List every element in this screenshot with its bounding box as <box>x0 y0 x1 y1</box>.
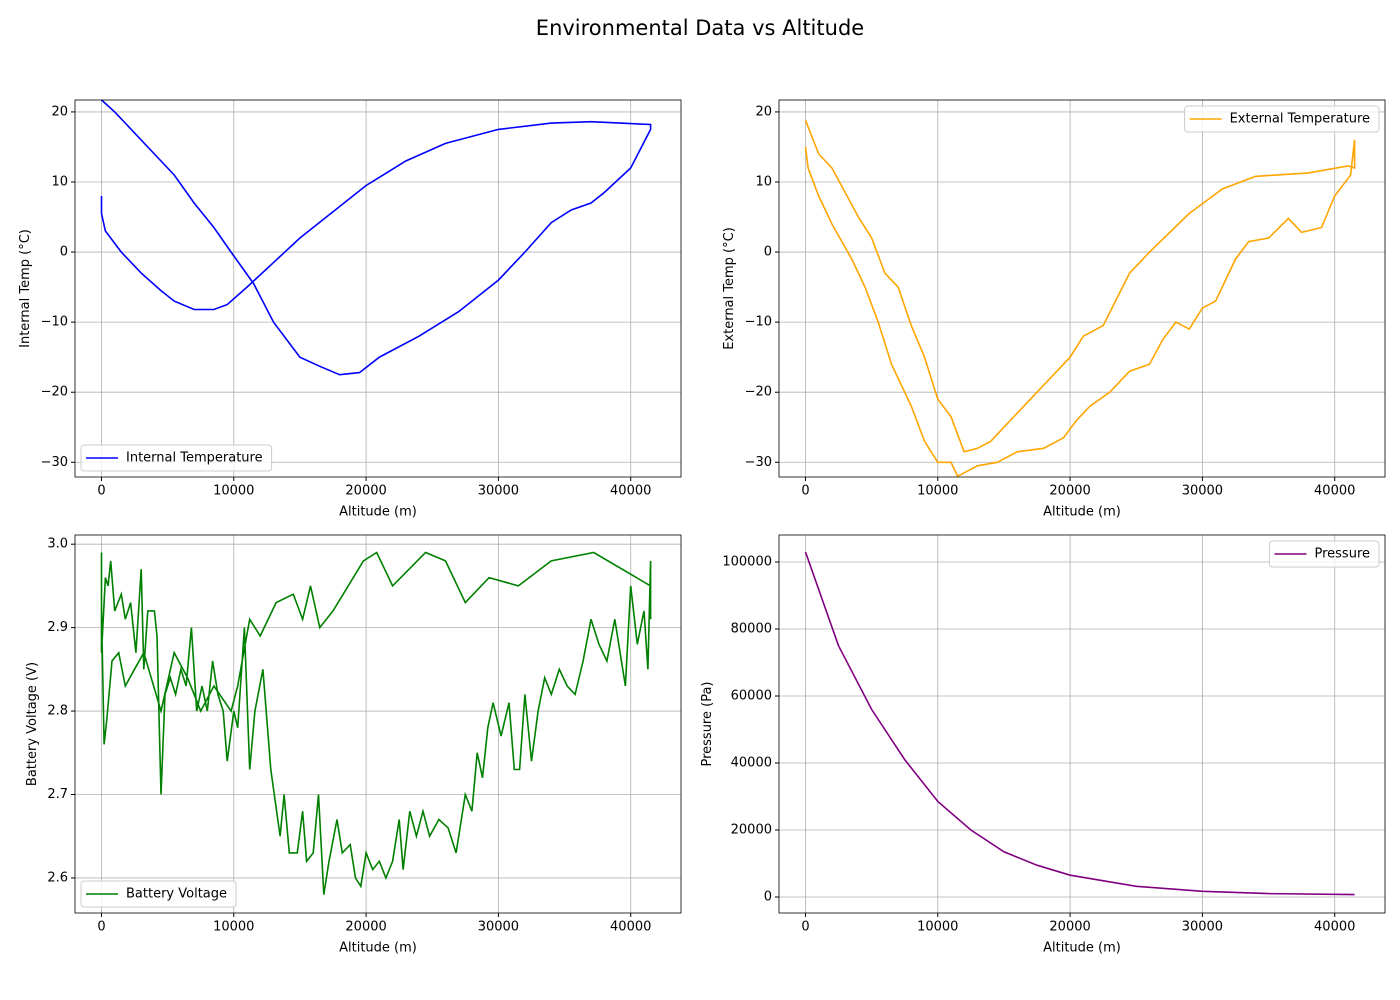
x-tick-label: 20000 <box>345 920 386 935</box>
axes-frame <box>778 534 1386 914</box>
plot-area <box>779 535 1385 913</box>
x-tick-label: 20000 <box>1049 920 1090 935</box>
x-tick-label: 0 <box>801 920 809 935</box>
legend-label: Battery Voltage <box>126 887 227 902</box>
x-tick-label: 0 <box>97 484 105 499</box>
x-axis-label: Altitude (m) <box>339 505 417 520</box>
y-tick-label: 2.7 <box>47 787 68 802</box>
x-axis-label: Altitude (m) <box>1043 505 1121 520</box>
y-tick-label: −10 <box>745 315 772 330</box>
data-line <box>100 551 652 895</box>
x-axis-label: Altitude (m) <box>339 941 417 956</box>
x-tick-label: 40000 <box>610 484 651 499</box>
y-axis-label: External Temp (°C) <box>722 227 737 350</box>
plot-area <box>75 100 681 477</box>
x-axis-label: Altitude (m) <box>1043 941 1121 956</box>
data-line <box>804 120 1356 478</box>
y-tick-label: 20 <box>51 104 68 119</box>
x-tick-label: 10000 <box>213 484 254 499</box>
y-tick-label: 60000 <box>731 688 772 703</box>
y-tick-label: 3.0 <box>47 537 68 552</box>
data-line <box>804 551 1355 896</box>
plot-area <box>75 535 681 913</box>
legend-box <box>80 880 237 908</box>
x-tick-label: 20000 <box>345 484 386 499</box>
x-tick-label: 40000 <box>1314 484 1355 499</box>
x-tick-label: 30000 <box>478 484 519 499</box>
x-tick-label: 20000 <box>1049 484 1090 499</box>
legend-label: External Temperature <box>1230 112 1370 127</box>
y-axis-label: Pressure (Pa) <box>700 681 715 766</box>
figure-title: Environmental Data vs Altitude <box>536 16 864 40</box>
y-tick-label: 2.9 <box>47 620 68 635</box>
y-tick-label: 20000 <box>731 822 772 837</box>
x-tick-label: 10000 <box>917 484 958 499</box>
legend-box <box>80 444 273 472</box>
y-tick-label: 10 <box>755 174 772 189</box>
plot-area <box>779 100 1385 477</box>
y-tick-label: 0 <box>764 889 772 904</box>
axes-frame <box>74 534 682 914</box>
x-tick-label: 40000 <box>610 920 651 935</box>
y-tick-label: 20 <box>755 104 772 119</box>
y-tick-label: 10 <box>51 174 68 189</box>
y-tick-label: 0 <box>764 245 772 260</box>
y-tick-label: 0 <box>60 245 68 260</box>
legend-label: Pressure <box>1314 547 1370 562</box>
y-tick-label: 2.8 <box>47 704 68 719</box>
x-tick-label: 40000 <box>1314 920 1355 935</box>
x-tick-label: 0 <box>97 920 105 935</box>
y-tick-label: 80000 <box>731 621 772 636</box>
x-tick-label: 30000 <box>1182 920 1223 935</box>
axes-frame <box>778 99 1386 478</box>
y-tick-label: 2.6 <box>47 870 68 885</box>
y-tick-label: −20 <box>745 385 772 400</box>
x-tick-label: 30000 <box>1182 484 1223 499</box>
x-tick-label: 0 <box>801 484 809 499</box>
legend-label: Internal Temperature <box>126 451 263 466</box>
x-tick-label: 10000 <box>213 920 254 935</box>
data-line <box>100 99 652 376</box>
axes-frame <box>74 99 682 478</box>
y-axis-label: Internal Temp (°C) <box>18 229 33 348</box>
y-tick-label: −20 <box>41 385 68 400</box>
y-tick-label: 40000 <box>731 755 772 770</box>
y-tick-label: −30 <box>41 455 68 470</box>
x-tick-label: 10000 <box>917 920 958 935</box>
y-tick-label: −30 <box>745 455 772 470</box>
y-axis-label: Battery Voltage (V) <box>25 662 40 786</box>
legend-box <box>1268 540 1380 568</box>
legend-box <box>1184 105 1380 133</box>
y-tick-label: 100000 <box>722 555 772 570</box>
x-tick-label: 30000 <box>478 920 519 935</box>
y-tick-label: −10 <box>41 315 68 330</box>
